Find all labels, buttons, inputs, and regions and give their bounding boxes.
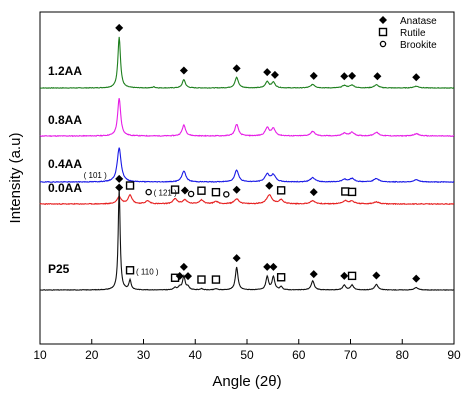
legend-label-anatase: Anatase xyxy=(400,16,437,27)
legend-diamond-icon xyxy=(379,16,387,24)
marker-diamond-P25-10 xyxy=(269,262,278,271)
marker-circle-0.0AA-5 xyxy=(187,190,195,198)
x-tick-label: 30 xyxy=(137,348,151,362)
marker-diamond-1.2AA-4 xyxy=(270,70,279,79)
marker-square-P25-11 xyxy=(276,273,286,282)
marker-diamond-1.2AA-0 xyxy=(115,23,124,32)
marker-square-0.0AA-13 xyxy=(341,187,350,196)
x-tick-label: 90 xyxy=(447,348,461,362)
legend-label-rutile: Rutile xyxy=(400,28,426,39)
y-axis-label: Intensity (a.u) xyxy=(7,133,24,224)
marker-diamond-P25-13 xyxy=(340,271,349,280)
annotation-1: ( 110 ) xyxy=(136,267,159,276)
marker-diamond-P25-0 xyxy=(115,174,124,183)
marker-circle-0.0AA-2 xyxy=(145,188,152,196)
marker-diamond-0.0AA-0 xyxy=(115,183,124,192)
legend-circle-icon xyxy=(379,40,387,48)
series-line-0.8AA xyxy=(39,98,455,138)
markers-layer xyxy=(115,23,421,284)
marker-diamond-1.2AA-2 xyxy=(232,64,241,73)
marker-diamond-1.2AA-1 xyxy=(179,66,188,75)
legend-box xyxy=(376,13,453,53)
marker-diamond-0.0AA-10 xyxy=(265,181,274,190)
x-tick-label: 70 xyxy=(344,348,358,362)
x-axis-ticks: 10 20 30 40 50 60 70 80 90 xyxy=(33,339,461,362)
marker-diamond-P25-9 xyxy=(263,262,272,271)
marker-diamond-P25-8 xyxy=(232,254,241,263)
marker-diamond-0.0AA-9 xyxy=(232,185,241,194)
marker-diamond-P25-12 xyxy=(309,270,318,279)
x-tick-label: 20 xyxy=(85,348,99,362)
marker-circle-0.0AA-8 xyxy=(223,191,230,198)
marker-square-P25-7 xyxy=(211,275,221,284)
marker-square-P25-14 xyxy=(347,271,357,281)
series-line-P25 xyxy=(39,187,455,291)
marker-diamond-P25-15 xyxy=(372,271,381,280)
marker-diamond-P25-4 xyxy=(179,262,188,271)
marker-diamond-1.2AA-9 xyxy=(412,73,421,82)
marker-square-0.0AA-1 xyxy=(125,181,135,190)
series-line-0.4AA xyxy=(39,147,455,183)
marker-square-P25-1 xyxy=(125,266,135,275)
series-line-0.0AA xyxy=(39,193,455,206)
marker-square-0.0AA-14 xyxy=(347,187,357,197)
marker-diamond-1.2AA-7 xyxy=(348,71,357,80)
marker-square-0.0AA-7 xyxy=(211,187,221,197)
marker-diamond-0.0AA-12 xyxy=(309,188,318,197)
annotation-2: ( 121 ) xyxy=(154,189,177,198)
series-labels: 1.2AA 0.8AA 0.4AA 0.0AA P25 xyxy=(48,64,82,276)
annotation-0: ( 101 ) xyxy=(84,171,107,180)
x-tick-label: 10 xyxy=(33,348,47,362)
marker-diamond-P25-16 xyxy=(412,274,421,283)
series-label-1.2AA: 1.2AA xyxy=(48,64,82,78)
marker-diamond-0.0AA-4 xyxy=(180,186,189,195)
legend-square-icon xyxy=(378,27,388,37)
series-label-0.0AA: 0.0AA xyxy=(48,181,82,195)
x-tick-label: 60 xyxy=(292,348,306,362)
marker-diamond-P25-3 xyxy=(175,271,184,280)
marker-square-P25-6 xyxy=(197,275,206,284)
x-tick-label: 80 xyxy=(396,348,410,362)
series-label-0.8AA: 0.8AA xyxy=(48,113,82,127)
series-label-0.4AA: 0.4AA xyxy=(48,157,82,171)
marker-diamond-1.2AA-5 xyxy=(309,71,318,80)
marker-diamond-1.2AA-3 xyxy=(263,68,272,77)
marker-diamond-1.2AA-6 xyxy=(340,72,349,81)
marker-diamond-1.2AA-8 xyxy=(373,72,382,81)
x-axis-label: Angle (2θ) xyxy=(212,373,281,390)
x-tick-label: 40 xyxy=(189,348,203,362)
marker-square-0.0AA-3 xyxy=(170,185,180,194)
x-tick-label: 50 xyxy=(240,348,254,362)
annotations: ( 101 ) ( 110 ) ( 121 ) xyxy=(84,171,177,276)
marker-diamond-P25-5 xyxy=(184,272,193,281)
series-label-P25: P25 xyxy=(48,262,70,276)
series-layer xyxy=(39,36,455,291)
marker-square-0.0AA-11 xyxy=(276,186,286,195)
legend-label-brookite: Brookite xyxy=(400,40,437,51)
marker-square-0.0AA-6 xyxy=(197,186,206,195)
series-line-1.2AA xyxy=(39,36,455,89)
